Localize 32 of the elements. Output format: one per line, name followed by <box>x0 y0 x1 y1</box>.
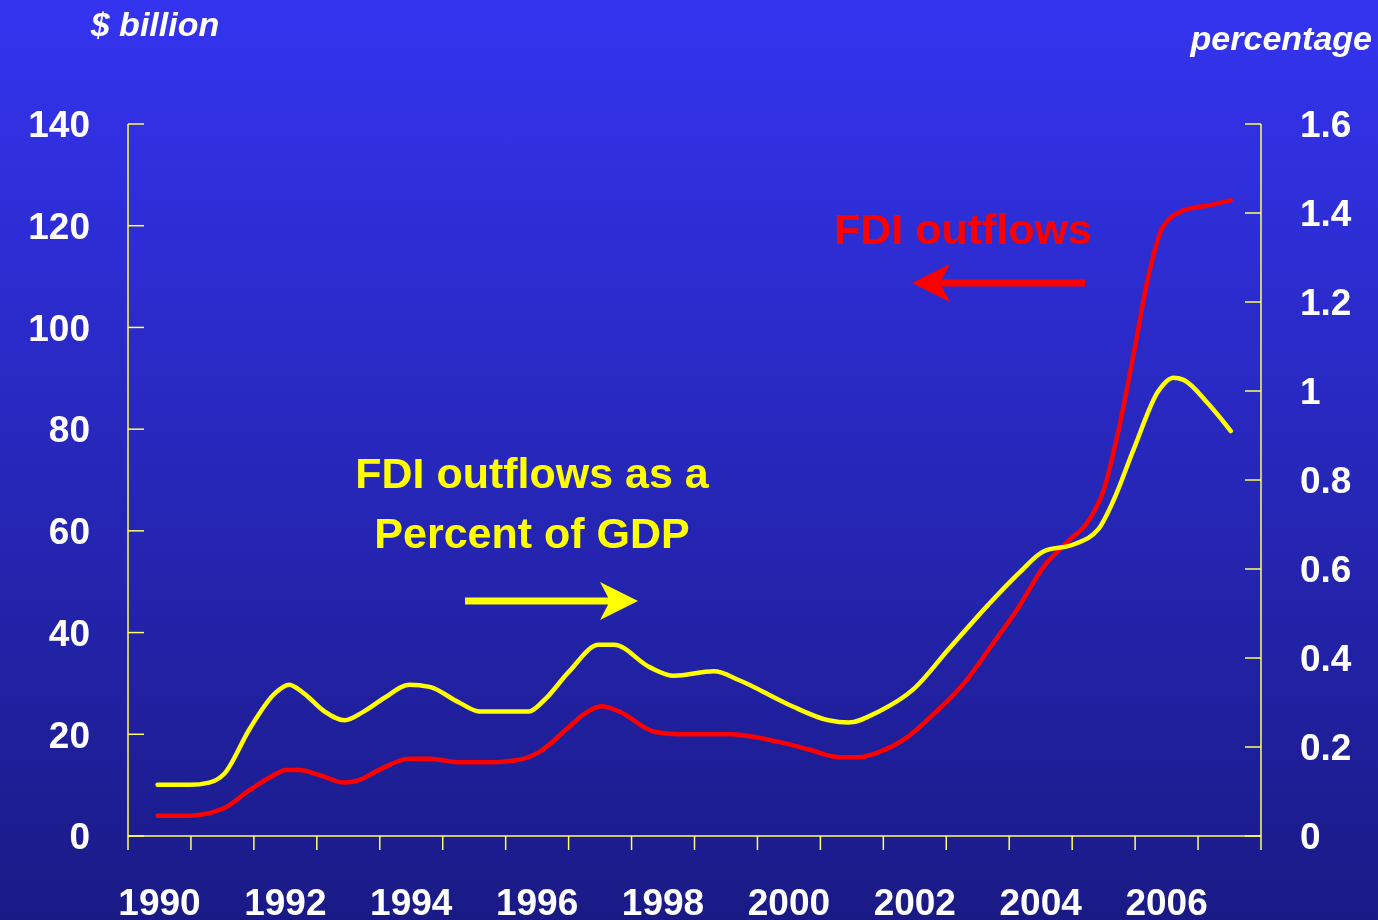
y2-tick-label: 0.2 <box>1300 727 1352 769</box>
x-tick-label: 2006 <box>1125 882 1208 920</box>
x-tick-label: 2000 <box>747 882 831 920</box>
y2-axis-title: percentage <box>1189 19 1372 58</box>
y2-tick-label: 1.2 <box>1300 282 1352 324</box>
y-tick-label: 20 <box>48 714 90 756</box>
y-tick-label: 80 <box>48 409 90 451</box>
text: FDI outflows as a Percent of GDP <box>355 449 710 557</box>
y-tick-label: 140 <box>28 104 90 146</box>
y2-tick-label: 1.4 <box>1300 193 1352 235</box>
x-tick-label: 1990 <box>118 882 201 920</box>
y2-tick-label: 0 <box>1300 816 1321 858</box>
x-tick-label: 1992 <box>244 882 327 920</box>
x-tick-label: 2004 <box>999 882 1083 920</box>
y-axis-title: $ billion <box>89 5 220 44</box>
y-tick-label: 40 <box>48 612 90 654</box>
y2-tick-label: 1.6 <box>1300 104 1352 146</box>
line-series <box>155 375 1234 788</box>
y2-tick-label: 0.6 <box>1300 549 1352 591</box>
x-tick-label: 2002 <box>873 882 956 920</box>
series-label: FDI outflows <box>834 205 1092 253</box>
y-tick-label: 60 <box>48 511 90 553</box>
y-tick-label: 100 <box>28 307 90 349</box>
line-series <box>155 198 1234 818</box>
x-tick-label: 1994 <box>370 882 453 920</box>
x-tick-label: 1996 <box>495 882 579 920</box>
y2-tick-label: 0.4 <box>1300 638 1352 680</box>
y-tick-label: 120 <box>28 206 90 248</box>
y2-tick-label: 1 <box>1300 371 1321 413</box>
x-tick-label: 1998 <box>621 882 705 920</box>
y-tick-label: 0 <box>69 816 90 858</box>
y2-tick-label: 0.8 <box>1300 460 1352 502</box>
